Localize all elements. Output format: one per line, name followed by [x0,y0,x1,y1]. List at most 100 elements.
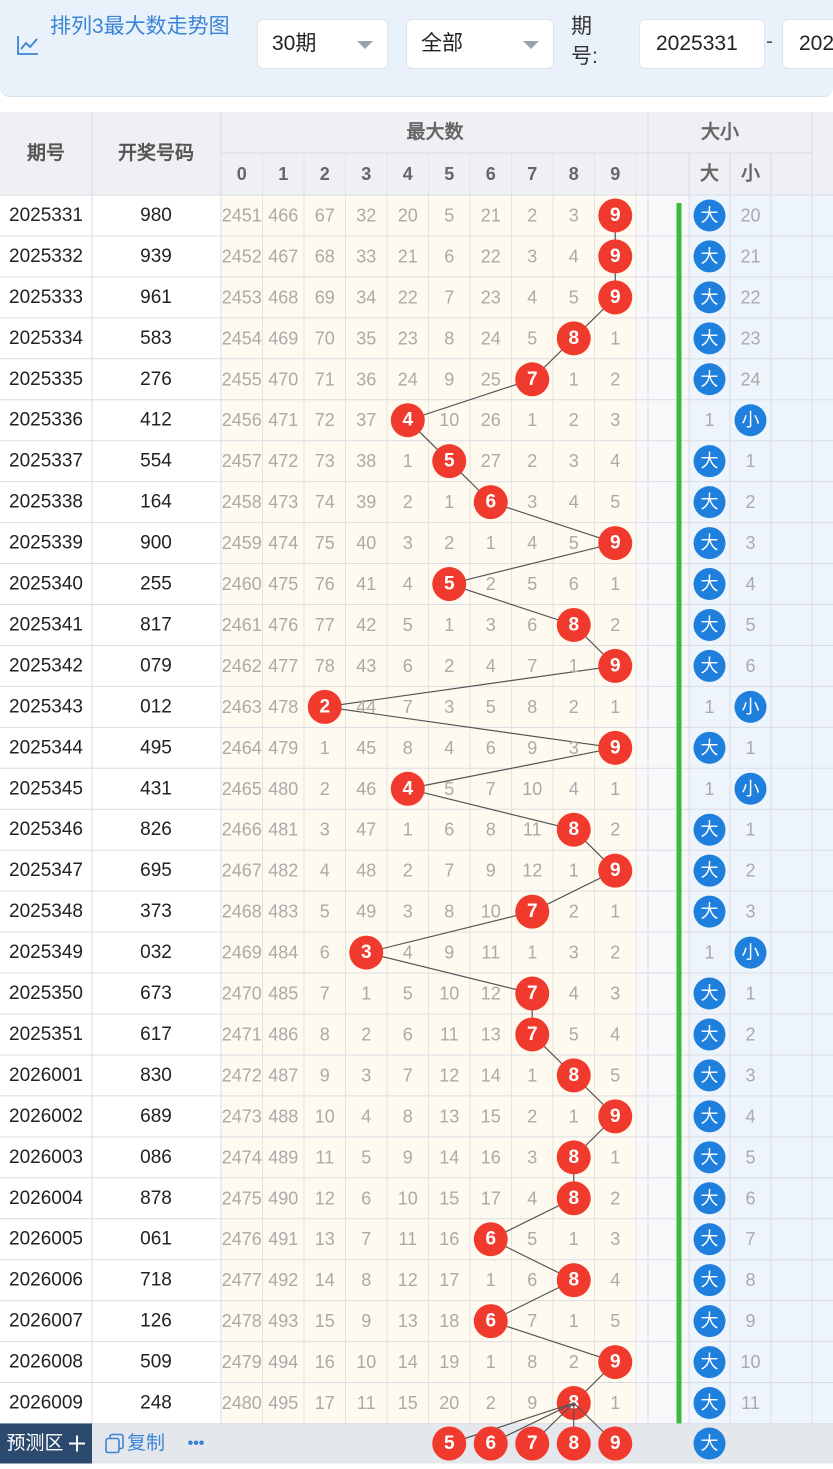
miss-count: 1 [569,1106,579,1126]
miss-count: 492 [268,1270,298,1290]
miss-count: 8 [403,738,413,758]
miss-count: 24 [398,369,418,389]
period-count-select[interactable]: 30期 [257,19,388,69]
digit-header-0: 0 [237,164,247,184]
number-cell: 695 [140,860,172,881]
number-cell: 878 [140,1188,172,1209]
miss-count: 16 [481,1147,501,1167]
miss-count: 69 [315,287,335,307]
group-header-max: 最大数 [406,120,464,143]
from-period-input[interactable]: 2025331 [639,19,765,69]
miss-count: 2 [610,820,620,840]
miss-count: 2476 [222,1229,262,1249]
miss-count: 478 [268,697,298,717]
miss-count: 2 [569,697,579,717]
max-digit-label: 9 [610,737,621,758]
miss-count: 1 [569,861,579,881]
period-cell: 2025337 [9,451,83,472]
miss-count: 2 [444,533,454,553]
miss-count: 70 [315,328,335,348]
max-digit-ball [598,198,633,233]
size-big-label: 大 [701,1270,719,1290]
period-cell: 2026005 [9,1229,83,1250]
max-digit-ball [598,239,633,274]
predicted-ball-label: 8 [568,1433,579,1454]
predicted-ball[interactable] [515,1426,550,1461]
digit-header-5: 5 [444,164,454,184]
size-miss-count: 11 [741,1393,760,1413]
miss-count: 68 [315,246,335,266]
miss-count: 486 [268,1024,298,1044]
miss-count: 493 [268,1311,298,1331]
size-big-ball [693,1346,726,1379]
digit-header-6: 6 [486,164,496,184]
miss-count: 16 [315,1352,335,1372]
number-cell: 079 [140,655,172,676]
miss-count: 7 [444,861,454,881]
miss-count: 4 [610,1024,620,1044]
miss-count: 1 [527,410,537,430]
max-digit-label: 8 [568,1065,579,1086]
number-cell: 673 [140,983,172,1004]
miss-count: 5 [320,902,330,922]
miss-count: 3 [569,205,579,225]
max-digit-ball [473,485,508,520]
size-miss-count: 2 [745,861,755,881]
max-digit-ball [390,403,425,438]
max-digit-ball [432,444,467,479]
type-filter-select[interactable]: 全部 [406,19,554,69]
size-big-label: 大 [701,656,719,676]
max-digit-ball [556,1263,591,1298]
miss-count: 2 [361,1024,371,1044]
miss-count: 12 [315,1188,335,1208]
miss-count: 37 [356,410,376,430]
miss-count: 4 [320,861,330,881]
size-header-small: 小 [741,163,760,185]
max-digit-label: 6 [485,1229,496,1250]
miss-count: 17 [439,1270,459,1290]
miss-count: 1 [527,943,537,963]
column-header-number: 开奖号码 [118,141,194,164]
period-cell: 2026001 [9,1065,83,1086]
miss-count: 9 [527,1393,537,1413]
miss-count: 2462 [222,656,262,676]
size-miss-count: 23 [740,328,760,348]
predicted-size-ball[interactable] [693,1427,726,1460]
period-cell: 2025348 [9,901,83,922]
predicted-ball[interactable] [473,1426,508,1461]
miss-count: 3 [610,410,620,430]
copy-icon[interactable] [105,1437,120,1454]
miss-count: 2477 [222,1270,262,1290]
miss-count: 6 [486,738,496,758]
miss-count: 4 [569,492,579,512]
predict-line [449,1402,574,1445]
size-big-label: 大 [701,205,719,225]
max-digit-ball [432,567,467,602]
predicted-ball[interactable] [556,1426,591,1461]
predicted-ball[interactable] [598,1426,633,1461]
period-cell: 2025341 [9,614,83,635]
miss-count: 4 [610,451,620,471]
group-header-size: 大小 [701,120,739,143]
miss-count: 8 [527,697,537,717]
miss-count: 1 [486,533,496,553]
size-big-label: 大 [701,1352,719,1372]
max-digit-label: 9 [610,1106,621,1127]
max-digit-label: 7 [527,369,538,390]
number-cell: 718 [140,1270,172,1291]
miss-count: 2 [527,205,537,225]
miss-count: 11 [481,943,500,963]
miss-count: 12 [439,1065,459,1085]
size-big-label: 大 [701,1188,719,1208]
period-label: 期号: [571,15,598,68]
to-period-input[interactable]: 2026009 [782,19,833,69]
number-cell: 086 [140,1147,172,1168]
miss-count: 42 [356,615,376,635]
max-digit-label: 9 [610,287,621,308]
predicted-ball[interactable] [432,1426,467,1461]
miss-count: 2 [486,574,496,594]
number-cell: 826 [140,819,172,840]
miss-count: 2 [486,1393,496,1413]
max-digit-label: 9 [610,246,621,267]
miss-count: 1 [569,1229,579,1249]
